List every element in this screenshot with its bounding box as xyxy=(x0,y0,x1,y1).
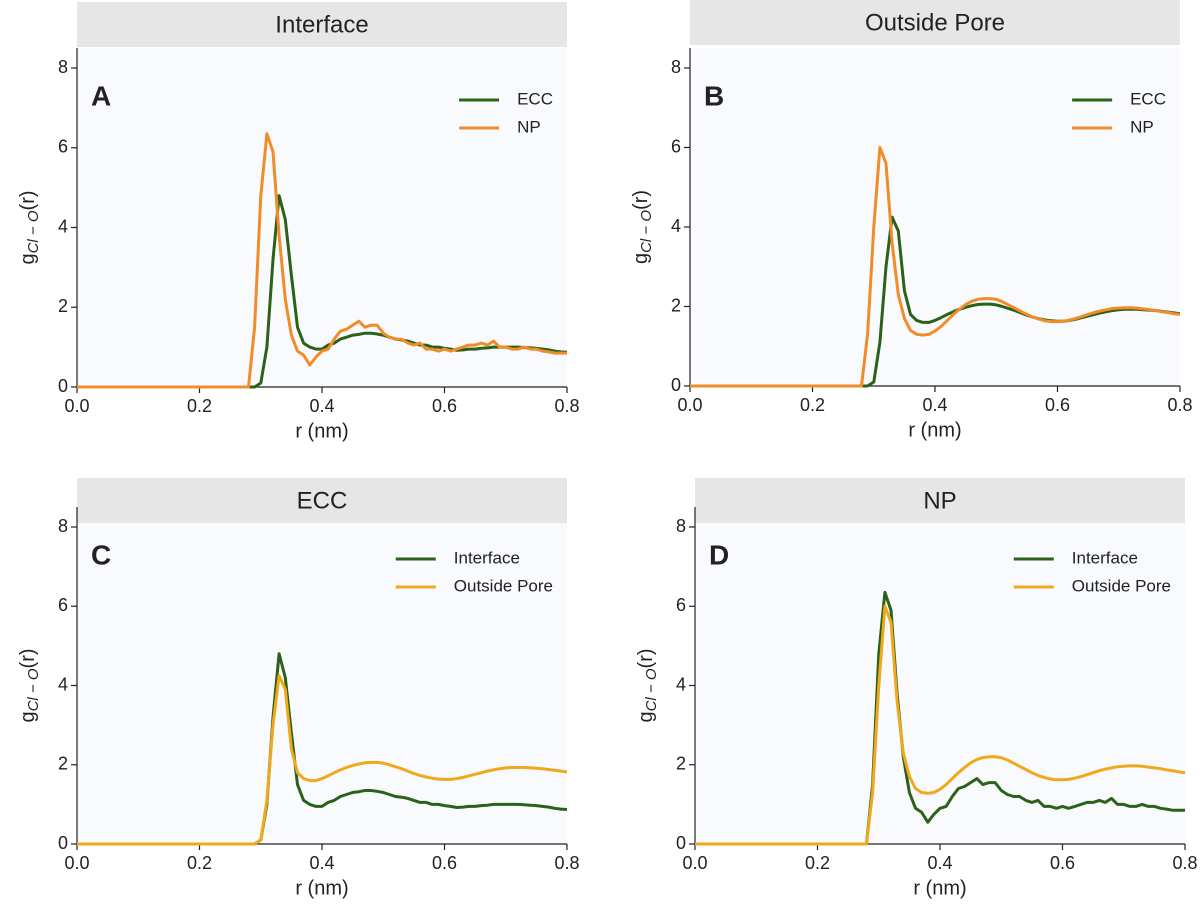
legend-label: ECC xyxy=(1130,89,1166,108)
legend-label: NP xyxy=(1130,117,1154,136)
y-tick-label: 2 xyxy=(671,295,681,315)
series-line xyxy=(695,590,1185,846)
plot-area xyxy=(77,507,567,844)
y-tick-label: 8 xyxy=(676,516,686,536)
x-tick-label: 0.2 xyxy=(805,853,830,873)
x-tick-label: 0.2 xyxy=(800,395,825,415)
panel-letter: B xyxy=(704,80,724,111)
y-axis-label: gCl − O(r) xyxy=(17,648,42,722)
y-tick-label: 0 xyxy=(671,375,681,395)
series-line xyxy=(77,674,568,846)
panel-letter: C xyxy=(91,539,111,570)
x-tick-label: 0.2 xyxy=(187,853,212,873)
panel-title: ECC xyxy=(297,487,348,514)
y-axis-label: gCl − O(r) xyxy=(635,648,660,722)
y-label-main: g xyxy=(17,711,39,722)
x-tick-label: 0.0 xyxy=(682,853,707,873)
y-tick-label: 6 xyxy=(58,595,68,615)
x-tick-label: 0.0 xyxy=(64,853,89,873)
legend-label: Outside Pore xyxy=(454,576,553,595)
y-label-sub: Cl − O xyxy=(638,210,655,253)
series-line xyxy=(77,132,567,389)
x-tick-label: 0.8 xyxy=(554,396,579,416)
x-tick-label: 0.4 xyxy=(927,853,952,873)
y-label-sub: Cl − O xyxy=(25,210,42,253)
panel-letter: D xyxy=(709,539,729,570)
y-tick-label: 8 xyxy=(58,516,68,536)
y-tick-label: 0 xyxy=(676,833,686,853)
y-label-sub: Cl − O xyxy=(643,668,660,711)
legend-label: NP xyxy=(517,117,541,136)
x-axis-label: r (nm) xyxy=(295,877,348,899)
y-tick-label: 6 xyxy=(671,136,681,156)
series-line xyxy=(695,604,1186,846)
y-label-rest: (r) xyxy=(635,648,657,668)
series-line xyxy=(690,146,1181,388)
x-tick-label: 0.8 xyxy=(554,853,579,873)
x-axis-label: r (nm) xyxy=(913,877,966,899)
x-tick-label: 0.4 xyxy=(922,395,947,415)
x-tick-label: 0.4 xyxy=(309,396,334,416)
panel-title: NP xyxy=(923,487,956,514)
x-tick-label: 0.0 xyxy=(677,395,702,415)
y-label-main: g xyxy=(630,253,652,264)
y-axis-label: gCl − O(r) xyxy=(17,190,42,264)
y-label-main: g xyxy=(17,253,39,264)
x-tick-label: 0.6 xyxy=(1050,853,1075,873)
y-tick-label: 6 xyxy=(58,137,68,157)
y-tick-label: 0 xyxy=(58,376,68,396)
x-tick-label: 0.4 xyxy=(309,853,334,873)
panel-title: Interface xyxy=(275,11,368,38)
x-tick-label: 0.6 xyxy=(432,396,457,416)
x-tick-label: 0.2 xyxy=(187,396,212,416)
strip xyxy=(695,478,1185,523)
y-tick-label: 6 xyxy=(676,595,686,615)
series-line xyxy=(690,215,1181,388)
y-tick-label: 4 xyxy=(58,674,68,694)
legend-label: Outside Pore xyxy=(1072,576,1171,595)
y-label-rest: (r) xyxy=(630,190,652,210)
y-tick-label: 4 xyxy=(671,216,681,236)
y-tick-label: 4 xyxy=(58,216,68,236)
y-tick-label: 8 xyxy=(58,57,68,77)
legend-label: ECC xyxy=(517,89,553,108)
strip xyxy=(77,478,567,523)
series-line xyxy=(77,652,568,846)
legend-label: Interface xyxy=(454,548,520,567)
y-label-sub: Cl − O xyxy=(25,668,42,711)
panel-title: Outside Pore xyxy=(865,9,1005,36)
y-tick-label: 8 xyxy=(671,57,681,77)
legend-label: Interface xyxy=(1072,548,1138,567)
x-tick-label: 0.0 xyxy=(64,396,89,416)
y-axis-label: gCl − O(r) xyxy=(630,190,655,264)
y-tick-label: 2 xyxy=(58,754,68,774)
x-tick-label: 0.6 xyxy=(432,853,457,873)
y-tick-label: 2 xyxy=(676,754,686,774)
y-label-rest: (r) xyxy=(17,190,39,210)
y-tick-label: 4 xyxy=(676,674,686,694)
strip xyxy=(690,0,1180,45)
y-label-rest: (r) xyxy=(17,648,39,668)
panel-letter: A xyxy=(91,80,111,111)
y-label-main: g xyxy=(635,711,657,722)
x-tick-label: 0.8 xyxy=(1172,853,1197,873)
x-tick-label: 0.6 xyxy=(1045,395,1070,415)
y-tick-label: 2 xyxy=(58,296,68,316)
y-tick-label: 0 xyxy=(58,833,68,853)
x-axis-label: r (nm) xyxy=(908,419,961,441)
strip xyxy=(77,2,567,47)
x-tick-label: 0.8 xyxy=(1167,395,1192,415)
x-axis-label: r (nm) xyxy=(295,420,348,442)
plot-area xyxy=(77,48,567,387)
